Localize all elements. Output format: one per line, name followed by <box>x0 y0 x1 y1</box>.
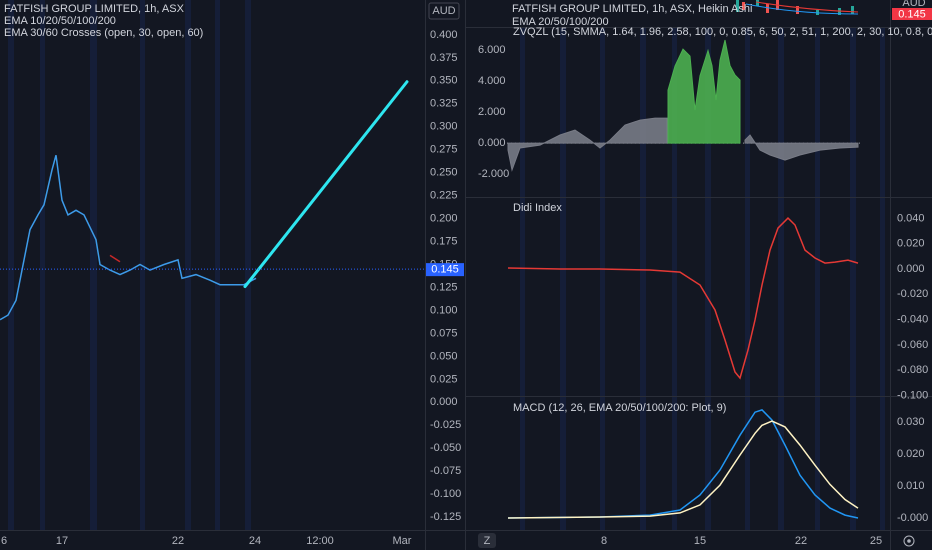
panel-title: Didi Index <box>513 202 562 214</box>
y-tick-label: 0.075 <box>430 327 458 339</box>
x-tick-label: 25 <box>870 535 882 547</box>
y-tick-label: -0.125 <box>430 511 461 523</box>
stripe <box>880 28 885 530</box>
y-tick-label: 0.350 <box>430 75 458 87</box>
y-tick-label: 6.000 <box>478 44 506 56</box>
mini-candles <box>736 0 859 15</box>
y-tick-label: 0.040 <box>897 212 925 224</box>
y-tick-label: -0.060 <box>897 339 928 351</box>
y-tick-label: -0.075 <box>430 465 461 477</box>
stripe <box>850 28 856 530</box>
stripe <box>640 28 646 530</box>
y-tick-label: 2.000 <box>478 106 506 118</box>
y-tick-label: -0.050 <box>430 442 461 454</box>
series-line <box>507 409 859 519</box>
series-line <box>507 217 859 380</box>
y-tick-label: -2.000 <box>478 168 509 180</box>
y-tick-label: 0.020 <box>897 238 925 250</box>
x-tick-label: 22 <box>172 535 184 547</box>
y-tick-label: 0.375 <box>430 52 458 64</box>
x-tick-label: 12:00 <box>306 535 334 547</box>
y-tick-label: -0.040 <box>897 314 928 326</box>
y-tick-label: 0.125 <box>430 281 458 293</box>
y-tick-label: -0.020 <box>897 288 928 300</box>
y-tick-label: 0.325 <box>430 98 458 110</box>
y-tick-label: -0.100 <box>430 488 461 500</box>
y-tick-label: -0.025 <box>430 419 461 431</box>
stripe <box>140 0 145 530</box>
stripe <box>215 0 220 530</box>
y-tick-label: 0.400 <box>430 29 458 41</box>
y-tick-label: -0.080 <box>897 364 928 376</box>
y-tick-label: 0.100 <box>430 304 458 316</box>
stripe <box>745 28 750 530</box>
currency-label[interactable]: AUD <box>432 5 455 17</box>
zoom-button[interactable] <box>478 533 496 548</box>
series-line <box>0 155 257 321</box>
x-tick-label: 22 <box>795 535 807 547</box>
series-line <box>507 420 859 519</box>
series-area <box>744 134 859 161</box>
y-tick-label: 0.020 <box>897 448 925 460</box>
y-tick-label: 0.000 <box>430 396 458 408</box>
y-tick-label: 0.025 <box>430 373 458 385</box>
stripe <box>672 28 677 530</box>
zoom-button-label[interactable]: Z <box>484 535 491 547</box>
stripe <box>705 28 711 530</box>
mini-price-label: 0.145 <box>898 8 926 20</box>
chart-title: FATFISH GROUP LIMITED, 1h, ASX <box>4 3 185 15</box>
x-tick-label: 6 <box>1 535 7 547</box>
settings-icon[interactable] <box>903 535 915 547</box>
mini-chart-title: FATFISH GROUP LIMITED, 1h, ASX, Heikin A… <box>512 3 752 15</box>
y-tick-label: 0.000 <box>478 137 506 149</box>
panel-title: MACD (12, 26, EMA 20/50/100/200: Plot, 9… <box>513 402 726 414</box>
x-tick-label: 24 <box>249 535 261 547</box>
y-tick-label: 0.000 <box>897 263 925 275</box>
session-stripes <box>8 0 885 530</box>
y-tick-label: -0.100 <box>897 389 928 401</box>
stripe <box>520 28 525 530</box>
mini-chart: FATFISH GROUP LIMITED, 1h, ASX, Heikin A… <box>512 0 932 28</box>
mini-price-tag <box>892 8 932 20</box>
y-tick-label: 0.010 <box>897 480 925 492</box>
x-tick-label: Mar <box>393 535 412 547</box>
x-tick-label: 8 <box>601 535 607 547</box>
y-tick-label: -0.000 <box>897 512 928 524</box>
y-tick-label: 0.225 <box>430 190 458 202</box>
stripe <box>815 28 820 530</box>
stripe <box>40 0 45 530</box>
y-tick-label: 0.250 <box>430 167 458 179</box>
y-tick-label: 0.300 <box>430 121 458 133</box>
trend-line <box>243 80 409 289</box>
indicator-label: EMA 10/20/50/100/200 <box>4 15 116 27</box>
stripe <box>8 0 14 530</box>
y-tick-label: 0.200 <box>430 213 458 225</box>
x-tick-label: 15 <box>694 535 706 547</box>
stripe <box>185 0 191 530</box>
stripe <box>560 28 566 530</box>
series-area <box>507 117 668 172</box>
indicator-label: EMA 30/60 Crosses (open, 30, open, 60) <box>4 27 203 39</box>
price-tag <box>426 263 464 277</box>
currency-button[interactable] <box>428 2 460 20</box>
stripe <box>778 28 784 530</box>
x-tick-label: 17 <box>56 535 68 547</box>
y-tick-label: 4.000 <box>478 75 506 87</box>
price-tag-label: 0.145 <box>431 264 459 276</box>
y-tick-label: 0.275 <box>430 144 458 156</box>
stripe <box>600 28 605 530</box>
panel-title: ZVQZL (15, SMMA, 1.64, 1.96, 2.58, 100, … <box>513 26 932 38</box>
stripe <box>245 0 251 530</box>
mini-currency: AUD <box>902 0 925 9</box>
stripe <box>90 0 97 530</box>
y-tick-label: 0.175 <box>430 235 458 247</box>
series-area <box>667 39 741 144</box>
mini-chart-subtitle: EMA 20/50/100/200 <box>512 16 609 28</box>
y-tick-label: 0.050 <box>430 350 458 362</box>
y-tick-label: 0.030 <box>897 416 925 428</box>
